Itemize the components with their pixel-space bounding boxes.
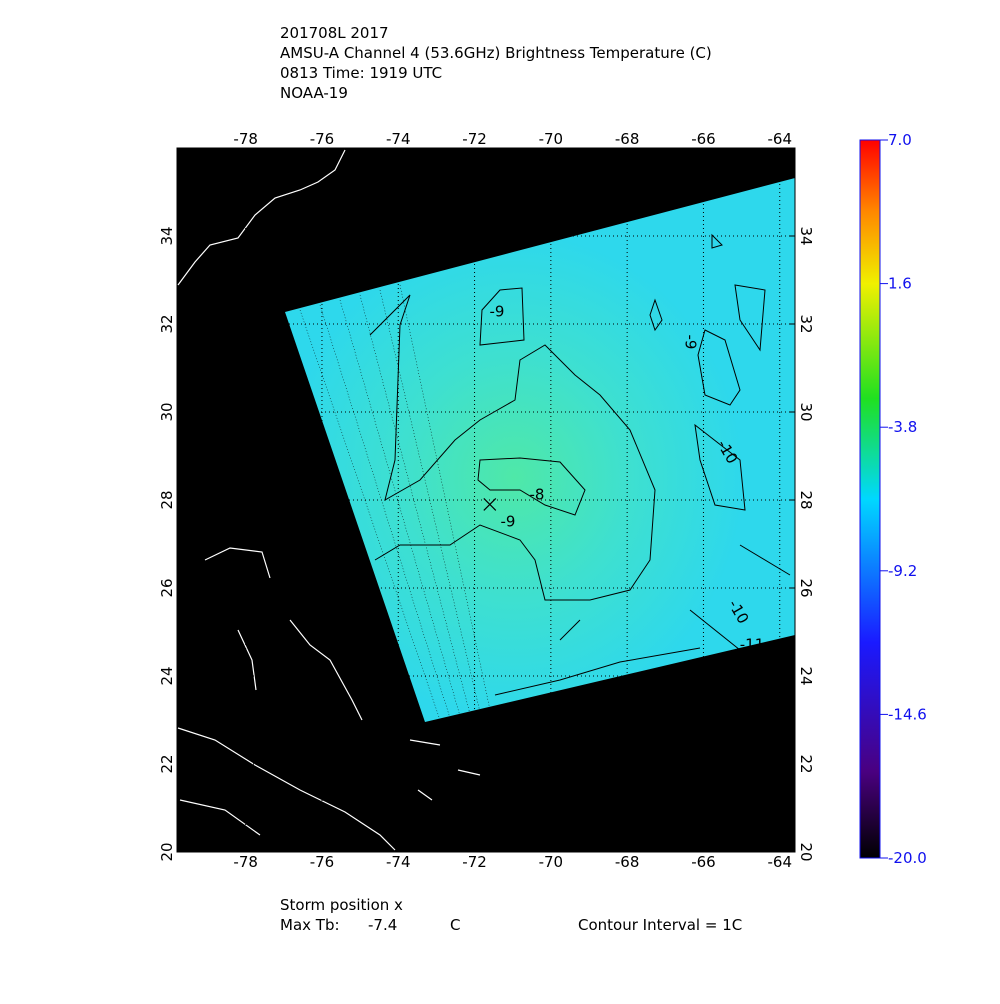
contour-label: -8 — [530, 486, 545, 504]
colorbar-label: -3.8 — [888, 418, 917, 436]
max-tb-unit: C — [450, 916, 460, 934]
x-tick-label: -78 — [233, 853, 258, 871]
contour-label: -9 — [682, 335, 700, 350]
x-tick-label: -74 — [386, 853, 411, 871]
y-tick-label: 24 — [797, 666, 815, 685]
swath — [285, 178, 795, 722]
y-tick-label: 22 — [797, 754, 815, 773]
x-tick-label: -66 — [691, 130, 716, 148]
colorbar-label: 7.0 — [888, 131, 912, 149]
x-tick-label: -70 — [539, 130, 564, 148]
x-tick-label: -72 — [462, 130, 487, 148]
y-tick-label: 30 — [797, 402, 815, 421]
colorbar-label: -14.6 — [888, 705, 927, 723]
y-tick-label: 34 — [158, 226, 176, 245]
y-tick-label: 20 — [158, 842, 176, 861]
y-tick-label: 26 — [158, 578, 176, 597]
title-line: 0813 Time: 1919 UTC — [280, 64, 442, 82]
x-tick-label: -76 — [310, 130, 335, 148]
contour-label: -11 — [740, 636, 765, 654]
x-tick-label: -74 — [386, 130, 411, 148]
contour-label: -9 — [501, 513, 516, 531]
y-tick-label: 32 — [797, 314, 815, 333]
y-tick-label: 30 — [158, 402, 176, 421]
y-tick-label: 28 — [158, 490, 176, 509]
max-tb-label: Max Tb: — [280, 916, 340, 934]
title-line: AMSU-A Channel 4 (53.6GHz) Brightness Te… — [280, 44, 712, 62]
y-tick-label: 32 — [158, 314, 176, 333]
colorbar-label: -20.0 — [888, 849, 927, 867]
x-tick-label: -66 — [691, 853, 716, 871]
colorbar — [859, 139, 881, 859]
y-tick-label: 22 — [158, 754, 176, 773]
x-tick-label: -70 — [539, 853, 564, 871]
x-tick-label: -72 — [462, 853, 487, 871]
contour-interval: Contour Interval = 1C — [578, 916, 742, 934]
colorbar-label: 1.6 — [888, 275, 912, 293]
x-tick-label: -78 — [233, 130, 258, 148]
storm-marker — [483, 497, 497, 511]
y-tick-label: 28 — [797, 490, 815, 509]
x-tick-label: -64 — [767, 130, 792, 148]
y-tick-label: 34 — [797, 226, 815, 245]
title-line: NOAA-19 — [280, 84, 348, 102]
x-tick-label: -68 — [615, 130, 640, 148]
contour-label: -9 — [490, 303, 505, 321]
coastline — [177, 149, 481, 851]
x-tick-label: -76 — [310, 853, 335, 871]
title-block: 201708L 2017 AMSU-A Channel 4 (53.6GHz) B… — [280, 24, 712, 102]
x-tick-label: -68 — [615, 853, 640, 871]
max-tb-value: -7.4 — [368, 916, 397, 934]
y-tick-label: 26 — [797, 578, 815, 597]
y-tick-label: 24 — [158, 666, 176, 685]
x-tick-label: -64 — [767, 853, 792, 871]
title-line: 201708L 2017 — [280, 24, 389, 42]
grid — [177, 148, 795, 852]
y-tick-label: 20 — [797, 842, 815, 861]
storm-label: Storm position x — [280, 896, 403, 914]
colorbar-label: -9.2 — [888, 562, 917, 580]
map-layer — [177, 148, 795, 852]
swath-edge-hatching — [299, 284, 491, 721]
